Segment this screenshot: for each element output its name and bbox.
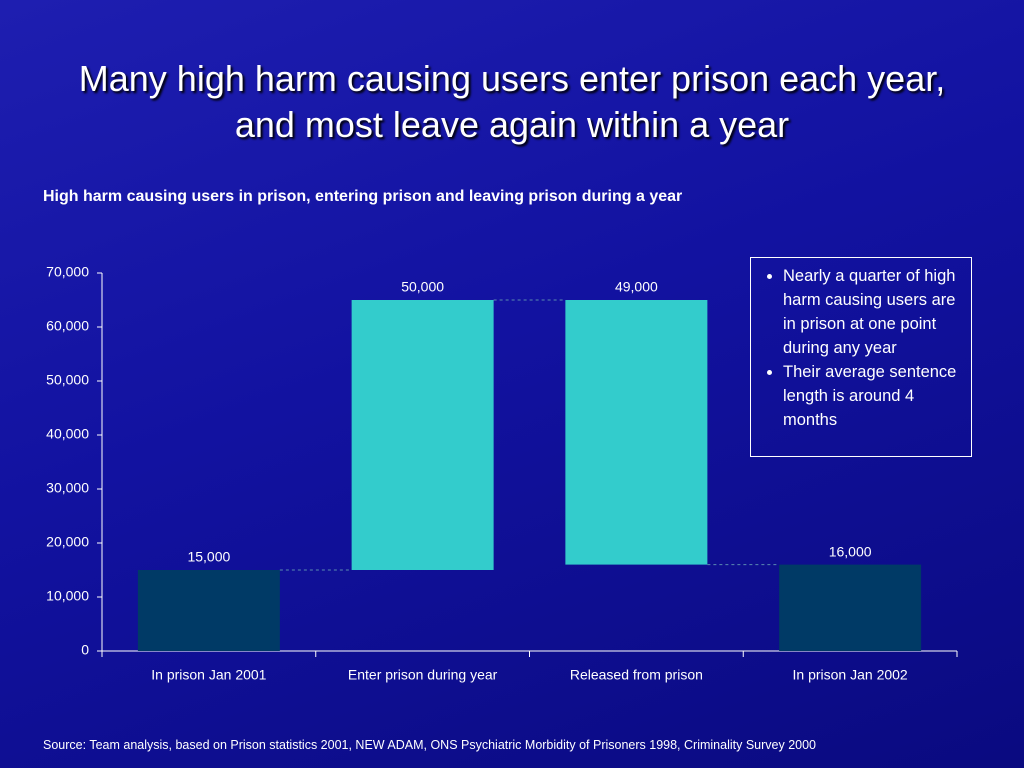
bar <box>137 570 280 651</box>
slide-title: Many high harm causing users enter priso… <box>78 58 946 145</box>
x-tick-label: In prison Jan 2001 <box>151 667 266 683</box>
x-tick-label: In prison Jan 2002 <box>793 667 908 683</box>
y-tick-label: 10,000 <box>46 588 89 604</box>
y-tick-label: 70,000 <box>46 264 89 280</box>
annotation-item: Their average sentence length is around … <box>783 360 961 432</box>
x-tick-label: Released from prison <box>570 667 703 683</box>
y-tick-label: 40,000 <box>46 426 89 442</box>
value-label: 16,000 <box>829 543 872 559</box>
value-label: 50,000 <box>401 279 444 295</box>
chart-subtitle: High harm causing users in prison, enter… <box>43 188 683 205</box>
y-tick-label: 30,000 <box>46 480 89 496</box>
bar <box>779 564 922 651</box>
annotation-box: Nearly a quarter of high harm causing us… <box>750 257 972 457</box>
bar <box>565 300 708 565</box>
bar <box>351 300 494 570</box>
x-tick-label: Enter prison during year <box>348 667 498 683</box>
y-tick-label: 60,000 <box>46 318 89 334</box>
value-label: 15,000 <box>187 549 230 565</box>
value-label: 49,000 <box>615 279 658 295</box>
annotation-item: Nearly a quarter of high harm causing us… <box>783 264 961 360</box>
annotation-list: Nearly a quarter of high harm causing us… <box>761 264 961 432</box>
y-tick-label: 50,000 <box>46 372 89 388</box>
y-tick-label: 20,000 <box>46 534 89 550</box>
y-tick-label: 0 <box>81 642 89 658</box>
source-note: Source: Team analysis, based on Prison s… <box>43 738 816 752</box>
